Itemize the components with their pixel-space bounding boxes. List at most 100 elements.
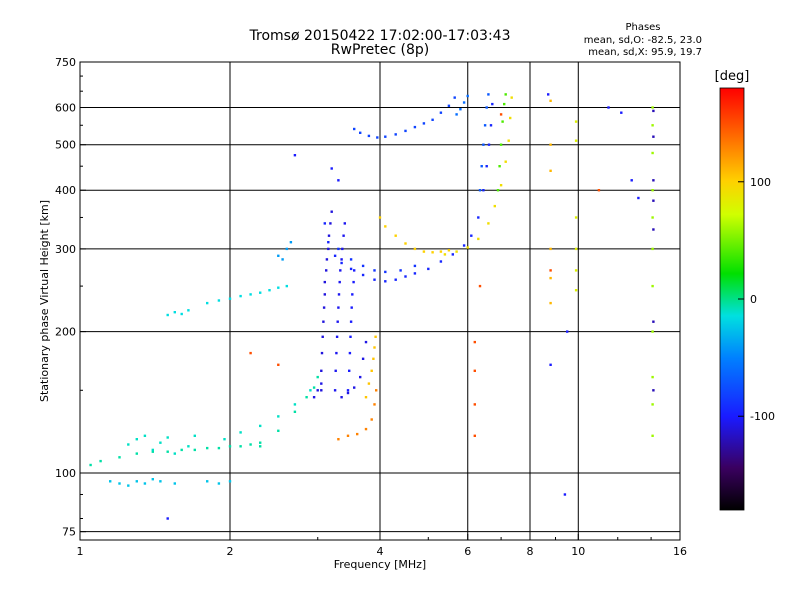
data-point [563, 493, 567, 496]
data-point [135, 438, 138, 441]
data-point [447, 104, 451, 107]
data-point [336, 320, 339, 323]
data-point [451, 253, 454, 256]
data-point [373, 269, 376, 272]
data-point [327, 247, 330, 251]
data-point [206, 446, 209, 450]
data-point [549, 169, 552, 172]
data-point [322, 320, 325, 323]
data-point [394, 133, 397, 136]
x-axis-label: Frequency [MHz] [334, 558, 426, 571]
data-point [249, 293, 252, 296]
data-point [309, 389, 312, 392]
data-point [180, 312, 183, 316]
data-point [399, 269, 402, 272]
data-point [364, 396, 368, 399]
data-point [343, 222, 346, 225]
x-tick-label: 2 [227, 545, 234, 558]
data-point [277, 363, 280, 366]
data-point [359, 131, 362, 134]
data-point [364, 427, 368, 431]
data-point [652, 179, 655, 182]
data-point [316, 375, 319, 379]
data-point [329, 222, 332, 225]
data-point [173, 452, 176, 455]
data-point [330, 167, 333, 170]
data-point [206, 301, 209, 305]
data-point [321, 335, 324, 338]
data-point [320, 351, 324, 355]
data-point [259, 441, 262, 444]
data-point [239, 294, 242, 298]
data-point [485, 106, 488, 109]
data-point [305, 396, 308, 399]
data-point [217, 482, 221, 485]
colorbar-tick-label: 100 [750, 176, 771, 189]
y-tick-label: 75 [62, 526, 76, 539]
data-point [109, 480, 112, 483]
chart-title: Tromsø 20150422 17:02:00-17:03:43 [249, 28, 511, 44]
data-point [501, 120, 504, 123]
data-point [333, 389, 337, 392]
data-point [404, 242, 407, 245]
data-point [503, 102, 506, 106]
data-point [193, 448, 196, 452]
data-point [651, 434, 654, 437]
data-point [353, 386, 356, 389]
x-tick-label: 6 [464, 545, 471, 558]
data-point [277, 254, 280, 257]
data-point [470, 234, 473, 237]
data-point [651, 151, 654, 155]
data-point [320, 369, 323, 372]
data-point [651, 189, 654, 192]
data-point [173, 482, 176, 485]
data-point [439, 111, 443, 114]
data-point [349, 320, 353, 323]
data-point [330, 210, 333, 213]
data-point [320, 389, 323, 392]
data-point [166, 436, 169, 439]
x-tick-label: 1 [77, 545, 84, 558]
data-point [293, 154, 297, 157]
data-point [349, 258, 353, 261]
data-point [443, 253, 447, 256]
y-axis: 75 100 200 300 400 500 600 750 [55, 56, 86, 539]
data-point [293, 410, 297, 413]
data-point [217, 299, 221, 302]
data-point [217, 446, 221, 450]
data-point [597, 189, 601, 192]
data-point [351, 293, 354, 296]
data-point [485, 165, 488, 168]
data-point [228, 480, 232, 483]
data-point [493, 204, 496, 208]
data-point [652, 109, 655, 113]
data-point [378, 216, 382, 219]
y-tick-label: 500 [55, 139, 76, 152]
data-point [462, 101, 466, 104]
data-point [249, 351, 252, 355]
data-point [333, 254, 337, 257]
data-point [322, 306, 326, 309]
data-point [327, 234, 331, 237]
data-point [466, 246, 469, 249]
data-point [394, 234, 397, 237]
data-point [277, 286, 280, 289]
data-point [223, 438, 226, 441]
data-point [277, 429, 280, 432]
data-point [478, 189, 482, 192]
data-point [337, 438, 340, 441]
data-point [342, 234, 345, 237]
data-point [547, 93, 550, 96]
data-point [473, 403, 476, 406]
y-tick-label: 750 [55, 56, 76, 69]
data-point [187, 309, 190, 312]
data-point [566, 330, 569, 333]
data-point [151, 478, 154, 481]
x-tick-label: 16 [673, 545, 687, 558]
data-point [135, 480, 138, 483]
data-point [364, 340, 368, 344]
data-point [159, 480, 162, 483]
data-point [651, 330, 654, 333]
data-point [143, 434, 147, 437]
data-point [289, 241, 293, 244]
